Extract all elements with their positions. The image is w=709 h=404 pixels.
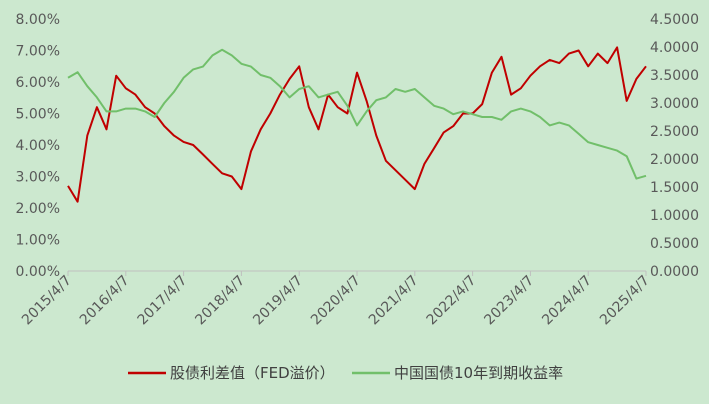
left-tick-label: 8.00% [16,12,60,28]
right-tick-label: 3.0000 [650,96,699,112]
right-tick-label: 2.0000 [650,152,699,168]
x-tick-label: 2016/4/7 [77,273,133,329]
x-axis: 2015/4/7 2016/4/7 2017/4/7 2018/4/7 2019/4/7… [19,271,653,328]
legend[interactable]: 股债利差值（FED溢价） 中国国债10年到期收益率 [128,364,563,382]
x-tick-label: 2023/4/7 [481,273,537,329]
x-tick-label: 2021/4/7 [366,273,422,329]
legend-label-cn-10y-yield: 中国国债10年到期收益率 [394,364,563,382]
right-tick-label: 1.5000 [650,180,699,196]
right-tick-label: 3.5000 [650,68,699,84]
left-tick-label: 0.00% [16,264,60,280]
left-axis: 0.00% 1.00% 2.00% 3.00% 4.00% 5.00% 6.00% 7.00%… [16,12,60,280]
left-tick-label: 2.00% [16,201,60,217]
right-tick-label: 1.0000 [650,208,699,224]
series-line-cn-10y-yield [67,48,647,180]
legend-item-cn-10y-yield[interactable]: 中国国债10年到期收益率 [352,364,563,382]
left-tick-label: 3.00% [16,170,60,186]
x-tick-label: 2024/4/7 [539,273,595,329]
right-tick-label: 2.5000 [650,124,699,140]
left-tick-label: 5.00% [16,107,60,123]
series-line-fed-premium [67,46,647,203]
x-tick-label: 2025/4/7 [597,273,653,329]
left-tick-label: 7.00% [16,44,60,60]
x-tick-label: 2015/4/7 [19,273,75,329]
right-tick-label: 0.5000 [650,236,699,252]
x-tick-label: 2022/4/7 [424,273,480,329]
x-tick-label: 2019/4/7 [250,273,306,329]
left-tick-label: 4.00% [16,138,60,154]
legend-item-fed-premium[interactable]: 股债利差值（FED溢价） [128,364,335,382]
left-tick-label: 1.00% [16,233,60,249]
x-tick-label: 2017/4/7 [135,273,191,329]
series-layer [67,46,647,203]
legend-label-fed-premium: 股债利差值（FED溢价） [170,364,335,382]
right-tick-label: 4.0000 [650,40,699,56]
right-axis: 0.0000 0.5000 1.0000 1.5000 2.0000 2.5000 3.00… [650,12,699,280]
x-tick-label: 2018/4/7 [192,273,248,329]
left-tick-label: 6.00% [16,75,60,91]
right-tick-label: 4.5000 [650,12,699,28]
right-tick-label: 0.0000 [650,264,699,280]
x-tick-label: 2020/4/7 [308,273,364,329]
